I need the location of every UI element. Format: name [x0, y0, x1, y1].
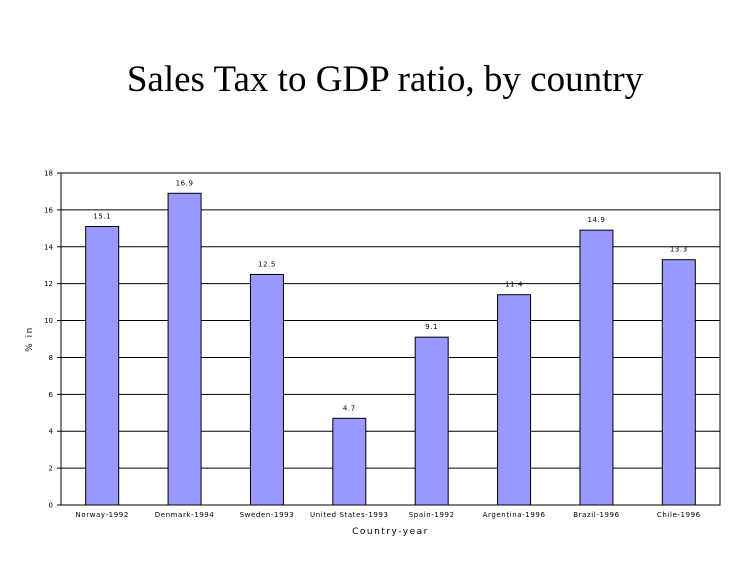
chart-title: Sales Tax to GDP ratio, by country [126, 59, 644, 100]
x-category-label: Argentina-1996 [483, 511, 546, 519]
y-axis-ticks: 0 2 4 6 8 10 12 14 16 18 [44, 170, 61, 510]
y-tick-label: 16 [44, 206, 53, 214]
bar [249, 273, 284, 506]
y-tick-label: 12 [44, 280, 53, 288]
x-category-label: Spain-1992 [409, 511, 455, 519]
bar [332, 417, 367, 506]
plot-area [60, 172, 721, 506]
bar-value-label: 13.3 [670, 246, 688, 254]
bar-value-label: 4.7 [343, 404, 356, 412]
gridlines [61, 172, 720, 506]
y-tick-label: 6 [49, 391, 54, 399]
y-axis-label: % in [25, 326, 35, 352]
x-axis-label: Country-year [352, 527, 429, 537]
bar [661, 259, 696, 506]
data-labels: 15.1 16.9 12.5 4.7 9.1 11.4 14.9 13.3 [93, 179, 688, 412]
y-tick-label: 8 [49, 354, 53, 362]
y-tick-label: 2 [49, 465, 53, 473]
bars [85, 192, 696, 506]
bar [414, 336, 449, 506]
x-category-label: United States-1993 [310, 511, 389, 519]
y-tick-label: 18 [44, 170, 53, 178]
bar-value-label: 9.1 [425, 323, 438, 331]
bar-value-label: 12.5 [258, 260, 276, 268]
bar-value-label: 11.4 [505, 281, 523, 289]
y-tick-label: 0 [49, 502, 53, 510]
bar-value-label: 14.9 [587, 216, 605, 224]
bar [85, 225, 120, 506]
y-tick-label: 10 [44, 317, 53, 325]
x-axis-labels: Norway-1992 Denmark-1994 Sweden-1993 United… [76, 511, 701, 519]
x-category-label: Chile-1996 [657, 511, 701, 519]
bar [497, 294, 532, 506]
x-category-label: Denmark-1994 [155, 511, 215, 519]
y-tick-label: 4 [49, 428, 54, 436]
bar [167, 192, 202, 506]
bar-value-label: 16.9 [176, 179, 194, 187]
bar-value-label: 15.1 [93, 212, 111, 220]
x-category-label: Norway-1992 [76, 511, 129, 519]
x-category-label: Brazil-1996 [573, 511, 619, 519]
x-category-label: Sweden-1993 [240, 511, 295, 519]
bar [579, 229, 614, 506]
y-tick-label: 14 [44, 243, 53, 251]
